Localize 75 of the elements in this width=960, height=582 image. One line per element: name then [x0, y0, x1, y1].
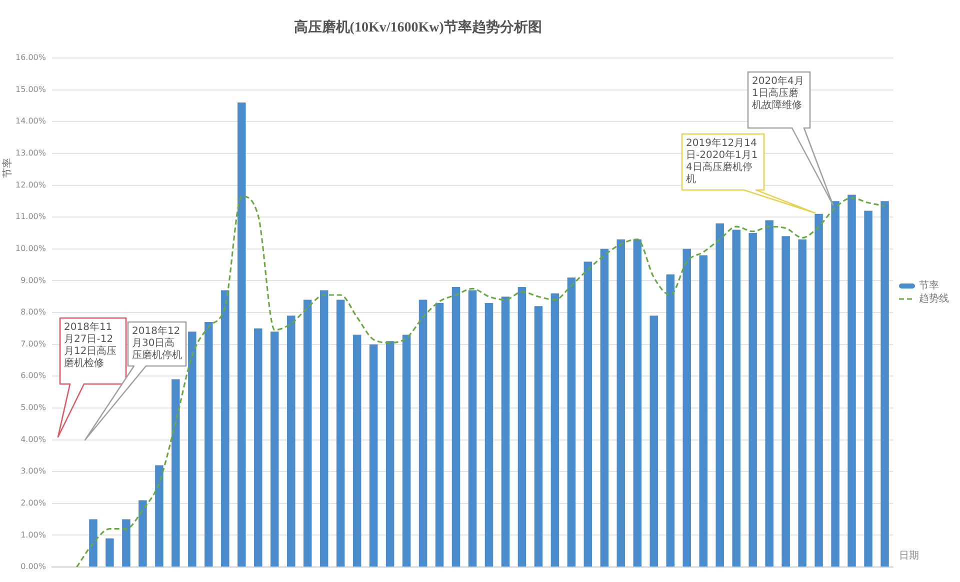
y-axis-title: 节率 [2, 158, 14, 178]
bar [633, 239, 642, 566]
bar [336, 300, 345, 566]
legend-label: 趋势线 [919, 292, 949, 305]
bar [435, 302, 444, 566]
y-tick-label: 6.00% [20, 371, 46, 380]
bar [484, 302, 494, 566]
bar [386, 341, 394, 566]
y-tick-label: 12.00% [15, 180, 46, 190]
bar [286, 316, 296, 566]
bar [814, 214, 823, 566]
bar [155, 465, 164, 566]
bar [303, 300, 312, 566]
bar [122, 519, 130, 566]
bar [716, 223, 724, 566]
annotation: 2020年4月1日高压磨机故障维修 [752, 76, 805, 112]
bar [320, 290, 328, 566]
bar [567, 278, 576, 566]
bar [798, 239, 806, 566]
bar [748, 232, 757, 566]
bar [89, 519, 98, 566]
legend-label: 节率 [919, 280, 939, 292]
bar [584, 262, 592, 566]
bar [369, 344, 378, 566]
bar [864, 210, 872, 566]
annotation: 2018年11月27日-12月12日高压磨机检修 [64, 322, 118, 370]
y-tick-label: 9.00% [20, 276, 46, 285]
bar [682, 248, 691, 566]
bar [452, 287, 460, 566]
bar [600, 248, 609, 566]
bar [848, 194, 856, 566]
bar [732, 230, 740, 566]
bar [534, 306, 543, 566]
x-axis-title: 日期 [899, 550, 919, 562]
bar [418, 300, 428, 566]
bar [650, 316, 658, 566]
bar [468, 290, 477, 566]
bar [238, 102, 246, 566]
y-tick-label: 3.00% [20, 466, 46, 476]
bar [188, 332, 196, 566]
y-tick-label: 8.00% [20, 308, 46, 317]
chart-title: 高压磨机(10Kv/1600Kw)节率趋势分析图 [294, 18, 542, 36]
y-tick-label: 14.00% [15, 116, 46, 126]
bar [550, 293, 560, 566]
annotation: 2019年12月14日-2020年1月14日高压磨机停机 [686, 138, 759, 186]
y-tick-label: 5.00% [20, 403, 46, 412]
bar [402, 334, 411, 566]
y-tick-label: 2.00% [20, 498, 46, 508]
bar [765, 220, 774, 566]
y-tick-label: 15.00% [15, 84, 46, 94]
y-tick-label: 10.00% [15, 244, 46, 253]
annotation: 2018年12月30日高压磨机停机 [132, 326, 182, 362]
bar [138, 500, 147, 566]
y-tick-label: 7.00% [20, 339, 46, 348]
bar [501, 296, 510, 566]
bar [106, 538, 114, 566]
bar [254, 328, 262, 566]
bar [616, 239, 626, 566]
bar [666, 274, 675, 566]
y-tick-label: 11.00% [15, 212, 46, 222]
bar [782, 236, 790, 566]
bar [221, 290, 230, 566]
y-tick-label: 13.00% [15, 148, 46, 158]
bar [831, 201, 840, 566]
bar [204, 322, 213, 566]
y-tick-label: 4.00% [20, 434, 46, 444]
bar [352, 334, 362, 566]
bar [880, 201, 889, 566]
y-tick-label: 16.00% [15, 53, 46, 62]
bar [518, 287, 526, 566]
bar [172, 379, 180, 566]
y-tick-label: 1.00% [20, 530, 46, 540]
y-tick-label: 0.00% [20, 562, 46, 572]
bar [270, 332, 279, 566]
bar [699, 255, 708, 566]
